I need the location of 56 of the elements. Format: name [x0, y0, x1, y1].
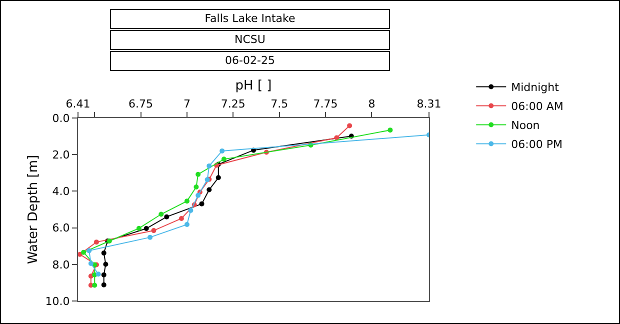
chart-title: Falls Lake Intake — [110, 9, 390, 29]
legend-label: 06:00 PM — [511, 138, 562, 152]
x-tick-label: 7 — [183, 98, 190, 111]
point — [334, 135, 340, 140]
point — [178, 216, 184, 221]
y-axis-title: Water Depth [m] — [26, 154, 42, 264]
point — [206, 187, 212, 192]
point — [151, 228, 156, 234]
point — [388, 128, 393, 133]
point — [221, 156, 226, 162]
point — [220, 148, 225, 154]
point — [206, 163, 212, 168]
point — [194, 184, 199, 190]
y-tick-label: 0.0 — [52, 112, 70, 125]
point — [101, 250, 106, 256]
point — [101, 272, 106, 278]
point — [199, 201, 204, 206]
point — [347, 123, 352, 128]
point — [196, 192, 201, 198]
point — [148, 234, 153, 240]
legend-label: Midnight — [511, 81, 560, 94]
point — [144, 226, 149, 232]
point — [78, 252, 82, 257]
point — [158, 212, 164, 217]
point — [81, 250, 86, 255]
point — [86, 248, 92, 254]
point — [216, 175, 221, 180]
x-tick-label: 6.41 — [66, 98, 90, 111]
point — [184, 198, 190, 204]
point — [196, 172, 201, 177]
legend-label: Noon — [511, 119, 540, 132]
point — [103, 262, 108, 267]
x-tick-label: 8 — [368, 98, 376, 111]
point — [184, 222, 190, 228]
x-tick-label: 7.25 — [220, 98, 246, 111]
point — [92, 282, 98, 288]
point — [164, 214, 170, 220]
chart-subtitle: NCSU — [110, 30, 390, 50]
point — [101, 282, 106, 288]
x-tick-label: 7.75 — [313, 98, 338, 111]
y-tick-label: 2.0 — [52, 148, 70, 162]
y-tick-label: 10.0 — [45, 294, 70, 308]
point — [188, 208, 194, 213]
x-tick-label: 8.31 — [416, 98, 442, 111]
x-tick-label: 6.75 — [128, 98, 154, 111]
y-tick-label: 4.0 — [52, 185, 70, 198]
y-tick-label: 6.0 — [52, 222, 70, 235]
text: 06-02-25 — [110, 51, 390, 71]
y-tick-label: 8.0 — [52, 258, 70, 272]
x-axis-title: pH [ ] — [235, 78, 272, 94]
x-tick-label: 7.5 — [270, 98, 288, 111]
point — [94, 240, 99, 245]
point — [136, 226, 142, 231]
point — [88, 260, 94, 266]
point — [96, 272, 101, 277]
legend-label: 06:00 AM — [511, 100, 564, 114]
